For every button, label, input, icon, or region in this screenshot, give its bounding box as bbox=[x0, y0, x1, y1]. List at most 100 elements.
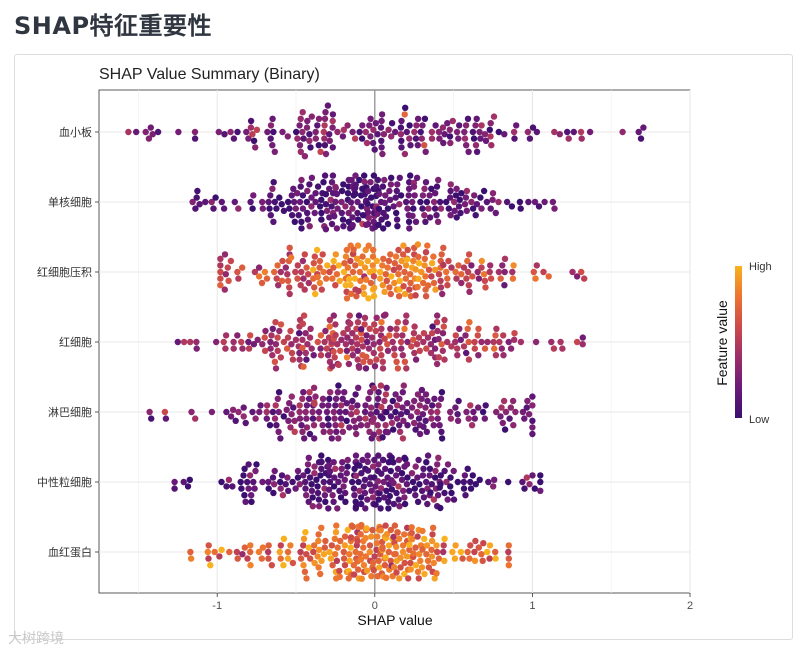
shap-point bbox=[341, 562, 349, 569]
shap-point bbox=[505, 548, 512, 556]
shap-point bbox=[476, 476, 483, 483]
shap-point bbox=[407, 142, 414, 149]
shap-point bbox=[357, 422, 365, 429]
shap-point bbox=[506, 415, 513, 422]
shap-point bbox=[380, 225, 387, 232]
shap-point bbox=[417, 198, 424, 206]
shap-point bbox=[428, 537, 436, 545]
shap-point bbox=[377, 275, 384, 282]
shap-point bbox=[249, 205, 256, 212]
shap-point bbox=[324, 262, 331, 269]
shap-point bbox=[349, 128, 356, 136]
shap-point bbox=[306, 389, 313, 396]
shap-point bbox=[349, 523, 356, 530]
shap-point bbox=[277, 354, 284, 361]
shap-point bbox=[241, 492, 248, 499]
shap-point bbox=[299, 320, 307, 327]
shap-point bbox=[379, 150, 386, 158]
shap-point bbox=[180, 338, 188, 346]
shap-point bbox=[321, 122, 328, 129]
shap-point bbox=[217, 262, 224, 269]
shap-point bbox=[340, 223, 347, 230]
shap-point bbox=[301, 251, 308, 258]
shap-point bbox=[461, 128, 468, 136]
shap-point bbox=[290, 198, 298, 206]
shap-point bbox=[404, 400, 411, 407]
shap-point bbox=[375, 557, 382, 564]
shap-point bbox=[469, 472, 476, 479]
shap-point bbox=[368, 533, 375, 540]
shap-point bbox=[479, 408, 487, 416]
shap-point bbox=[523, 404, 530, 411]
shap-point bbox=[315, 115, 323, 123]
shap-point bbox=[430, 279, 438, 287]
shap-point bbox=[230, 345, 237, 352]
shap-point bbox=[464, 115, 472, 123]
shap-point bbox=[311, 435, 318, 442]
shap-point bbox=[352, 334, 360, 341]
shap-point bbox=[368, 573, 375, 580]
shap-point bbox=[259, 478, 266, 486]
shap-point bbox=[321, 172, 329, 179]
shap-point bbox=[387, 251, 394, 258]
shap-point bbox=[244, 478, 251, 486]
shap-point bbox=[294, 135, 301, 142]
shap-point bbox=[396, 503, 403, 510]
shap-point bbox=[312, 290, 319, 298]
shap-point bbox=[234, 332, 241, 339]
shap-point bbox=[405, 192, 412, 199]
shap-point bbox=[416, 347, 423, 354]
shap-point bbox=[250, 192, 257, 199]
shap-point bbox=[387, 467, 394, 475]
shap-point bbox=[403, 481, 411, 488]
shap-point bbox=[396, 174, 403, 181]
shap-point bbox=[326, 268, 333, 276]
shap-point bbox=[371, 553, 378, 560]
shap-point bbox=[355, 384, 362, 391]
shap-point bbox=[480, 187, 488, 195]
shap-point bbox=[441, 489, 448, 497]
shap-point bbox=[410, 257, 417, 265]
shap-point bbox=[415, 334, 423, 341]
shap-point bbox=[373, 540, 381, 547]
shap-point bbox=[540, 268, 547, 276]
shap-point bbox=[535, 203, 543, 210]
shap-point bbox=[387, 413, 395, 420]
shap-point bbox=[252, 415, 259, 422]
shap-point bbox=[403, 408, 411, 416]
shap-point bbox=[402, 275, 409, 282]
shap-point bbox=[422, 148, 429, 155]
shap-point bbox=[521, 415, 528, 422]
shap-point bbox=[395, 456, 403, 464]
shap-point bbox=[321, 544, 328, 551]
shap-point bbox=[343, 400, 350, 407]
shap-point bbox=[415, 253, 422, 260]
shap-point bbox=[348, 176, 355, 184]
shap-point bbox=[398, 117, 405, 125]
shap-point bbox=[525, 198, 532, 206]
shap-point bbox=[452, 404, 459, 411]
shap-point bbox=[308, 174, 316, 181]
shap-point bbox=[363, 353, 370, 360]
shap-point bbox=[318, 196, 325, 203]
shap-point bbox=[324, 415, 332, 422]
shap-point bbox=[280, 535, 288, 542]
shap-point bbox=[296, 198, 304, 206]
shap-point bbox=[403, 461, 411, 468]
shap-point bbox=[347, 534, 355, 541]
shap-point bbox=[312, 190, 319, 197]
shap-point bbox=[557, 338, 564, 346]
shap-point bbox=[529, 124, 537, 131]
shap-point bbox=[277, 321, 285, 328]
shap-point bbox=[397, 564, 404, 571]
shap-point bbox=[402, 455, 409, 463]
shap-point bbox=[364, 209, 372, 216]
shap-point bbox=[338, 198, 345, 206]
shap-point bbox=[277, 555, 284, 562]
shap-point bbox=[381, 494, 388, 501]
shap-point bbox=[467, 485, 475, 492]
shap-point bbox=[267, 122, 275, 129]
shap-point bbox=[475, 544, 482, 551]
shap-point bbox=[304, 216, 312, 223]
shap-point bbox=[377, 485, 385, 492]
